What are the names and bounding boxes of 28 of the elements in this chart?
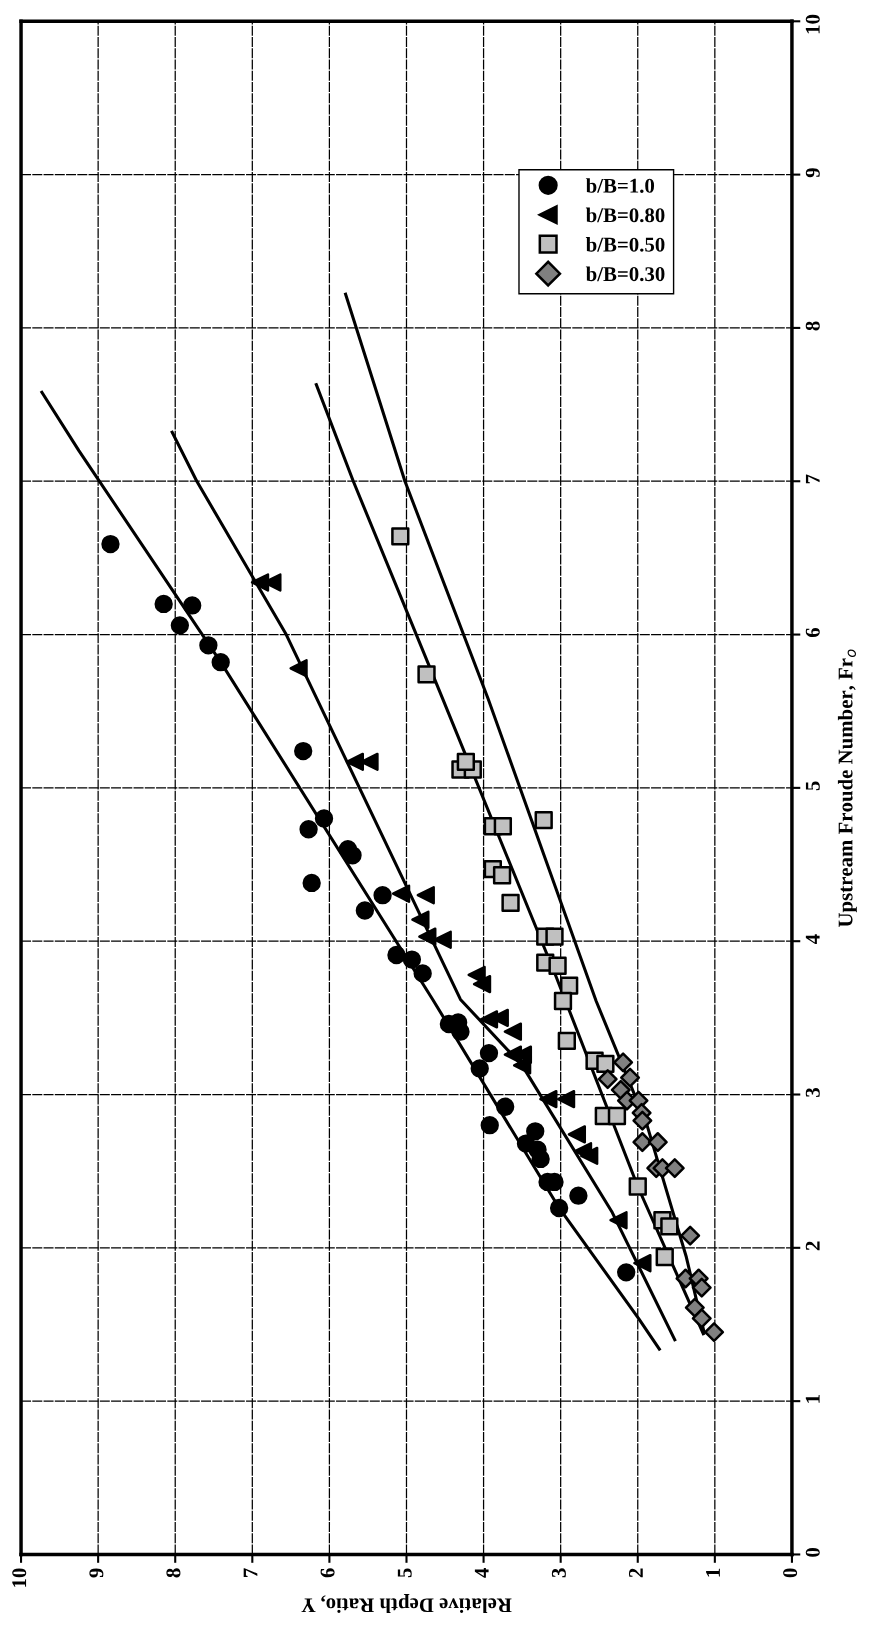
y-tick-label: 7 xyxy=(805,474,820,484)
y-tick-label: 6 xyxy=(805,627,820,638)
y-tick-label: 1 xyxy=(805,1394,820,1403)
legend-label: b/B=0.80 xyxy=(585,207,665,223)
x-tick-label: 7 xyxy=(243,1568,258,1577)
x-tick-label: 10 xyxy=(12,1568,27,1587)
y-tick-label: 8 xyxy=(805,321,820,331)
y-tick-label: 10 xyxy=(805,14,820,34)
y-tick-label: 3 xyxy=(805,1088,820,1097)
x-tick-label: 1 xyxy=(706,1568,720,1577)
x-axis-title: Relative Depth Ratio, Y xyxy=(301,1594,512,1613)
y-tick-label: 5 xyxy=(805,781,820,791)
x-tick-label: 3 xyxy=(551,1568,566,1578)
y-tick-label: 2 xyxy=(805,1241,820,1251)
y-tick-label: 4 xyxy=(805,934,820,945)
x-tick-label: 8 xyxy=(166,1568,181,1578)
legend-label: b/B=1.0 xyxy=(585,178,655,193)
x-tick-label: 9 xyxy=(89,1568,104,1578)
legend-label: b/B=0.30 xyxy=(585,266,665,282)
x-tick-label: 0 xyxy=(783,1568,798,1578)
x-tick-label: 2 xyxy=(628,1568,643,1578)
y-tick-label: 0 xyxy=(805,1548,820,1557)
x-tick-label: 4 xyxy=(474,1568,489,1578)
x-tick-label: 6 xyxy=(320,1568,335,1578)
y-axis-title: Upstream Froude Number, Fr$_{o}$ xyxy=(837,649,857,928)
legend-label: b/B=0.50 xyxy=(585,237,665,252)
x-tick-label: 5 xyxy=(397,1568,412,1578)
y-tick-label: 9 xyxy=(805,168,820,178)
